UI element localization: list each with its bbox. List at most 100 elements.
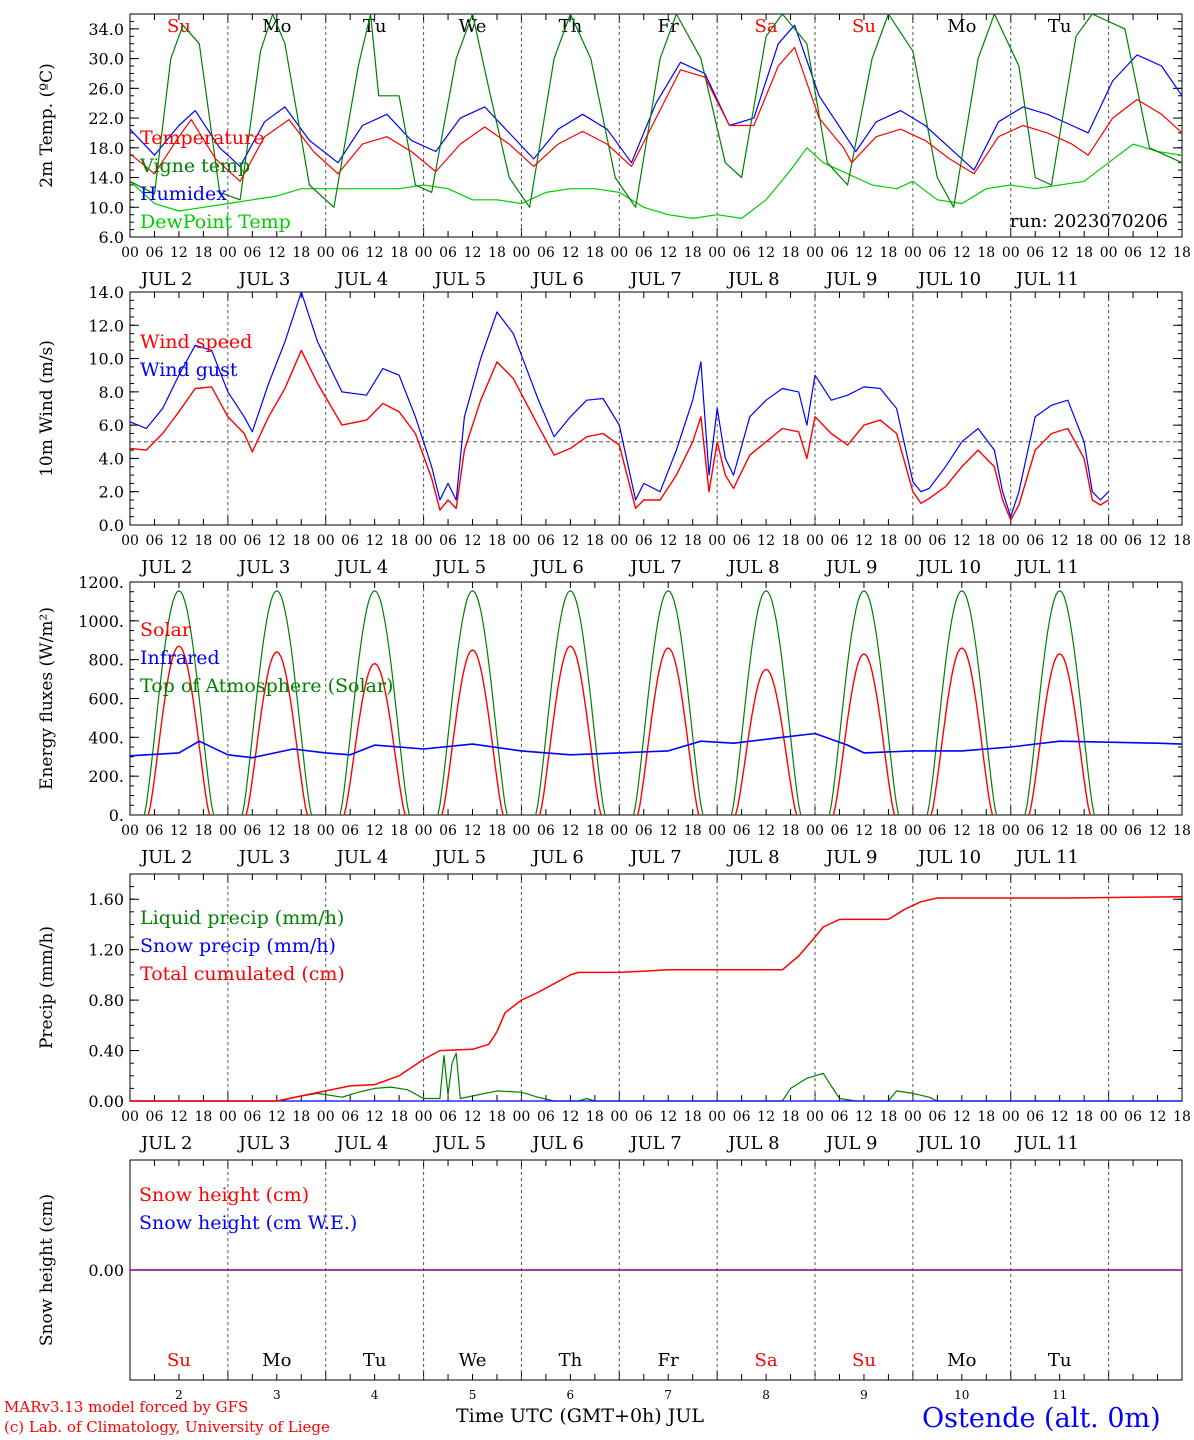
- x-tick-label: 12: [855, 533, 873, 549]
- x-tick-label: 12: [953, 533, 971, 549]
- snow-legend-1: Snow height (cm): [139, 1184, 309, 1206]
- infrared-line: [129, 732, 1183, 759]
- x-tick-label: 18: [488, 823, 506, 839]
- x-date-label: JUL 9: [824, 847, 878, 868]
- y-tick-label: 4.0: [99, 449, 124, 468]
- x-tick-label: 12: [1149, 1109, 1167, 1125]
- x-tick-label: 12: [855, 1109, 873, 1125]
- x-tick-label: 00: [1002, 533, 1020, 549]
- x-tick-label: 18: [977, 533, 995, 549]
- x-tick-label: 06: [928, 533, 946, 549]
- toa-solar-curve: [828, 590, 900, 816]
- x-tick-label: 12: [464, 533, 482, 549]
- x-tick-label: 06: [439, 823, 457, 839]
- x-date-label: JUL 4: [335, 557, 389, 578]
- x-tick-label: 12: [1051, 1109, 1069, 1125]
- y-axis-3: 0. 200. 400. 600. 800. 1000. 1200. Energy fluxe…: [37, 573, 1182, 825]
- precip-legend-2: Snow precip (mm/h): [140, 935, 336, 957]
- x-tick-label: 12: [268, 245, 286, 261]
- credit-line-2: (c) Lab. of Climatology, University of L…: [4, 1418, 330, 1436]
- day-name-top: Sa: [755, 16, 778, 37]
- x-tick-label: 18: [1075, 533, 1093, 549]
- x-date-label: JUL 8: [726, 557, 780, 578]
- x-hour-labels-1: 00 06 12 18 00 06 12 18 00 06 12 18 00 06 12 18 00 06 12 18…: [121, 245, 1191, 290]
- x-tick-label: 06: [831, 823, 849, 839]
- x-tick-label: 12: [953, 1109, 971, 1125]
- x-tick-label: 06: [1124, 1109, 1142, 1125]
- x-tick-label: 06: [439, 245, 457, 261]
- x-tick-label: 12: [170, 1109, 188, 1125]
- energy-legend-2: Infrared: [140, 647, 220, 669]
- x-tick-label: 00: [513, 245, 531, 261]
- x-tick-label: 00: [317, 533, 335, 549]
- x-tick-label: 00: [121, 1109, 139, 1125]
- x-tick-label: 00: [219, 823, 237, 839]
- x-tick-label: 12: [659, 823, 677, 839]
- x-tick-label: 00: [1100, 245, 1118, 261]
- x-tick-label: 00: [121, 245, 139, 261]
- day-name-bottom: Fr: [658, 1350, 679, 1371]
- x-tick-label: 12: [1149, 823, 1167, 839]
- x-tick-label: 12: [170, 533, 188, 549]
- x-tick-label: 00: [806, 533, 824, 549]
- x-hour-labels-2: 00 06 12 18 00 06 12 18 00 06 12 18 00 06 12 18 00 06 12 18…: [121, 533, 1191, 578]
- x-tick-label: 06: [146, 1109, 164, 1125]
- x-tick-label: 00: [415, 533, 433, 549]
- y-tick-label: 12.0: [88, 316, 124, 335]
- x-date-label: JUL 2: [139, 557, 193, 578]
- day-name-top: Su: [167, 16, 191, 37]
- x-tick-label: 00: [806, 823, 824, 839]
- x-date-label: JUL 8: [726, 269, 780, 290]
- toa-solar-curve: [437, 590, 508, 816]
- x-tick-label: 18: [1173, 823, 1191, 839]
- x-tick-label: 00: [708, 1109, 726, 1125]
- energy-legend-3: Top of Atmosphere (Solar): [140, 675, 393, 697]
- temp-series-blue: [129, 24, 1183, 171]
- x-tick-label: 12: [757, 533, 775, 549]
- x-tick-label: 00: [708, 533, 726, 549]
- x-tick-label: 18: [977, 823, 995, 839]
- x-tick-label: 18: [1173, 533, 1191, 549]
- x-tick-label: 06: [831, 245, 849, 261]
- x-tick-label: 12: [1149, 245, 1167, 261]
- day-name-bottom: Su: [167, 1350, 191, 1371]
- solar-curve: [637, 647, 700, 816]
- day-name-top: We: [459, 16, 487, 37]
- x-tick-label: 12: [1051, 823, 1069, 839]
- y-tick-label: 6.0: [99, 416, 124, 435]
- x-tick-label: 00: [513, 533, 531, 549]
- x-tick-label: 18: [586, 245, 604, 261]
- x-date-label: JUL 2: [139, 269, 193, 290]
- x-date-label: JUL 8: [726, 847, 780, 868]
- x-tick-label: 00: [1100, 823, 1118, 839]
- x-tick-label: 18: [194, 823, 212, 839]
- x-date-label: JUL 4: [335, 269, 389, 290]
- wind-speed-line: [129, 349, 1109, 521]
- x-tick-label: 12: [659, 533, 677, 549]
- x-tick-label: 06: [146, 533, 164, 549]
- y-tick-label: 1000.: [78, 612, 124, 631]
- x-hour-labels-3: 00 06 12 18 00 06 12 18 00 06 12 18 00 06 12 18 00 06 12 18…: [121, 823, 1191, 868]
- x-tick-label: 12: [1051, 245, 1069, 261]
- x-tick-label: 18: [292, 245, 310, 261]
- x-date-label: JUL 11: [1014, 847, 1079, 868]
- toa-solar-curve: [730, 590, 802, 816]
- x-tick-label: 06: [635, 823, 653, 839]
- x-date-label: JUL 7: [628, 1133, 682, 1154]
- day-name-bottom: Sa: [755, 1350, 778, 1371]
- panel-border: [129, 581, 1183, 816]
- day-number-label: 10: [954, 1388, 969, 1402]
- y-tick-label: 0.0: [99, 516, 124, 535]
- y-axis-title: Energy fluxes (W/m²): [37, 607, 57, 790]
- x-date-label: JUL 10: [916, 269, 981, 290]
- x-tick-label: 06: [733, 823, 751, 839]
- x-tick-label: 00: [415, 823, 433, 839]
- x-tick-label: 06: [928, 245, 946, 261]
- x-tick-label: 00: [317, 1109, 335, 1125]
- x-tick-label: 06: [537, 823, 555, 839]
- x-tick-label: 06: [1124, 245, 1142, 261]
- x-tick-label: 12: [561, 823, 579, 839]
- x-tick-label: 00: [610, 823, 628, 839]
- x-tick-label: 06: [1026, 1109, 1044, 1125]
- x-tick-label: 12: [170, 245, 188, 261]
